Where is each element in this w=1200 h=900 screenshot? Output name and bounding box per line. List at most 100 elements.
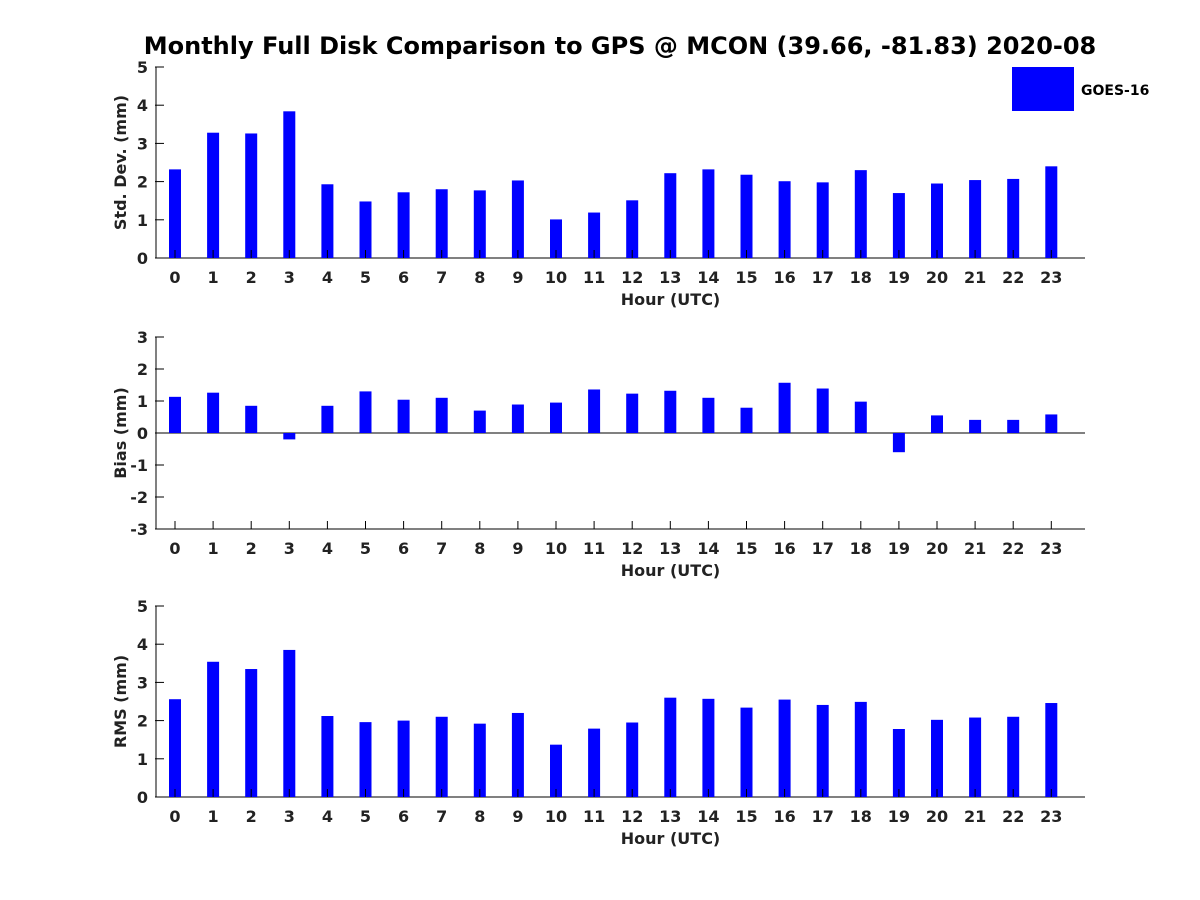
y-tick-label: 0 (137, 788, 148, 807)
x-tick-label: 13 (659, 539, 681, 558)
x-tick-label: 8 (474, 539, 485, 558)
y-tick-label: 3 (137, 134, 148, 153)
x-tick-label: 13 (659, 807, 681, 826)
x-tick-label: 4 (322, 268, 333, 287)
x-tick-label: 4 (322, 807, 333, 826)
y-axis-label: RMS (mm) (111, 655, 130, 748)
y-tick-label: 4 (137, 96, 148, 115)
bar (511, 180, 524, 258)
y-tick-label: 1 (137, 211, 148, 230)
bar (245, 133, 258, 258)
y-tick-label: 1 (137, 392, 148, 411)
x-tick-label: 17 (812, 268, 834, 287)
x-tick-label: 19 (888, 807, 910, 826)
x-tick-label: 16 (773, 268, 795, 287)
x-tick-label: 20 (926, 807, 948, 826)
y-tick-label: 3 (137, 328, 148, 347)
bar (321, 716, 334, 797)
x-tick-label: 1 (208, 268, 219, 287)
bar (664, 390, 677, 433)
x-tick-label: 17 (812, 539, 834, 558)
bar (245, 405, 258, 433)
bar (321, 184, 334, 258)
x-tick-label: 12 (621, 539, 643, 558)
x-tick-label: 11 (583, 539, 605, 558)
x-tick-label: 21 (964, 539, 986, 558)
bar (626, 393, 639, 433)
bar (702, 397, 715, 433)
x-axis-label: Hour (UTC) (621, 561, 721, 580)
bar (435, 397, 448, 433)
bar (283, 649, 296, 797)
legend: GOES-16 (1012, 67, 1149, 111)
bar (969, 419, 982, 433)
x-tick-label: 14 (697, 268, 719, 287)
x-tick-label: 22 (1002, 539, 1024, 558)
bar (397, 399, 410, 433)
bar (169, 169, 181, 258)
bar (283, 433, 296, 440)
y-tick-label: 3 (137, 673, 148, 692)
bar (664, 173, 677, 258)
bar (397, 192, 410, 258)
x-tick-label: 22 (1002, 268, 1024, 287)
bar (740, 174, 753, 258)
bar (473, 410, 486, 433)
x-tick-label: 23 (1040, 268, 1062, 287)
x-tick-label: 0 (169, 807, 180, 826)
bar (511, 404, 524, 433)
x-tick-label: 7 (436, 539, 447, 558)
bar (778, 382, 791, 433)
y-tick-label: 5 (137, 597, 148, 616)
y-tick-label: -2 (130, 488, 148, 507)
y-tick-label: 2 (137, 173, 148, 192)
y-tick-label: 1 (137, 750, 148, 769)
bar (359, 722, 372, 797)
bar (702, 169, 715, 258)
x-tick-label: 15 (735, 807, 757, 826)
bar (397, 720, 410, 797)
x-tick-label: 18 (850, 268, 872, 287)
x-tick-label: 17 (812, 807, 834, 826)
x-tick-label: 8 (474, 268, 485, 287)
x-tick-label: 14 (697, 807, 719, 826)
bar (969, 180, 982, 258)
bar (854, 170, 867, 258)
bar (473, 723, 486, 797)
bar (207, 392, 220, 433)
y-tick-label: 2 (137, 360, 148, 379)
x-tick-label: 10 (545, 807, 567, 826)
bar (626, 722, 639, 797)
bar (1007, 178, 1020, 258)
x-tick-label: 15 (735, 268, 757, 287)
x-tick-label: 3 (284, 807, 295, 826)
bar (283, 111, 296, 258)
chart-title: Monthly Full Disk Comparison to GPS @ MC… (144, 32, 1097, 60)
bar (550, 744, 562, 797)
bar (1045, 414, 1058, 433)
x-tick-label: 16 (773, 807, 795, 826)
bar (359, 391, 372, 433)
bar (854, 401, 867, 433)
bar (816, 388, 829, 433)
bar (854, 701, 867, 797)
bar (931, 415, 943, 433)
y-tick-label: 0 (137, 249, 148, 268)
bar (169, 396, 181, 433)
x-axis-label: Hour (UTC) (621, 829, 721, 848)
bar (778, 699, 791, 797)
y-tick-label: -3 (130, 520, 148, 539)
bar (207, 661, 220, 797)
bar (1007, 716, 1020, 797)
bar (740, 407, 753, 433)
x-tick-label: 7 (436, 268, 447, 287)
x-tick-label: 0 (169, 539, 180, 558)
y-axis-label: Std. Dev. (mm) (111, 95, 130, 230)
bar (435, 189, 448, 258)
x-tick-label: 19 (888, 268, 910, 287)
x-tick-label: 23 (1040, 539, 1062, 558)
